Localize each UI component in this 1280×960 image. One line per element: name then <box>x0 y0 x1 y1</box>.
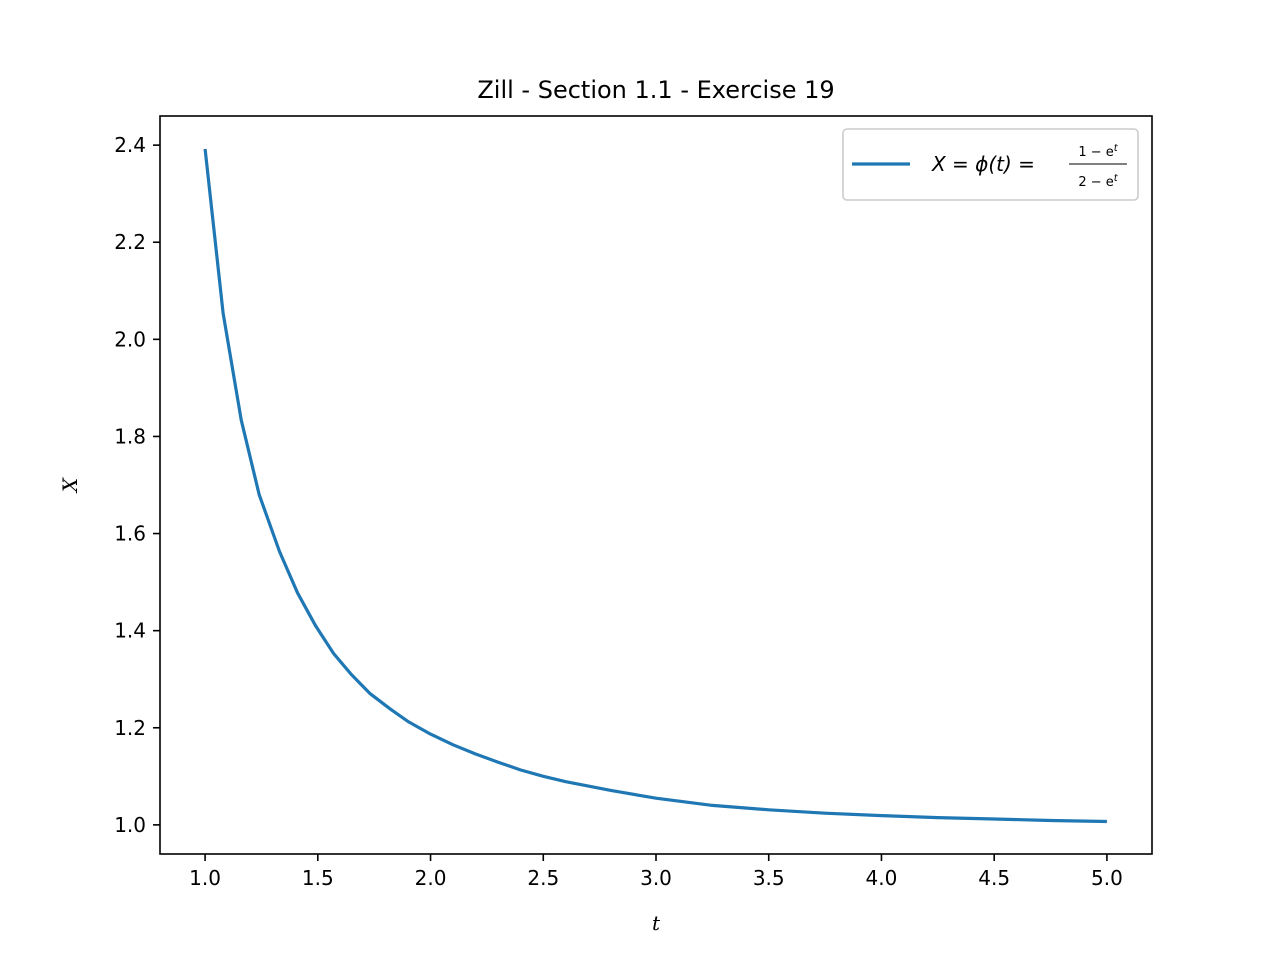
x-tick-label: 2.0 <box>415 866 447 890</box>
x-tick-label: 1.0 <box>189 866 221 890</box>
x-tick-label: 4.5 <box>978 866 1010 890</box>
y-tick-label: 1.8 <box>114 424 146 448</box>
y-tick-label: 1.0 <box>114 813 146 837</box>
x-axis-ticks: 1.0 1.5 2.0 2.5 3.0 3.5 4.0 4.5 5.0 <box>189 854 1123 890</box>
x-tick-label: 2.5 <box>527 866 559 890</box>
chart-title: Zill - Section 1.1 - Exercise 19 <box>477 76 834 104</box>
legend-label-lhs: X = ϕ(t) = <box>931 152 1035 176</box>
legend: X = ϕ(t) = 1 − et 2 − et <box>842 128 1139 201</box>
x-tick-label: 4.0 <box>866 866 898 890</box>
legend-numerator-text: 1 − e <box>1078 145 1113 160</box>
x-tick-label: 3.5 <box>753 866 785 890</box>
x-axis-label: t <box>652 911 661 935</box>
series-layer <box>203 148 1107 824</box>
plot-area: 1.0 1.5 2.0 2.5 3.0 3.5 4.0 4.5 5.0 1.0 1.2 1.4 1.6… <box>114 115 1153 890</box>
legend-box <box>842 128 1139 201</box>
legend-label-denominator: 2 − et <box>1078 173 1118 190</box>
x-tick-label: 5.0 <box>1091 866 1123 890</box>
y-tick-label: 2.4 <box>114 133 146 157</box>
y-tick-label: 1.6 <box>114 522 146 546</box>
y-tick-label: 1.4 <box>114 619 146 643</box>
y-axis-ticks: 1.0 1.2 1.4 1.6 1.8 2.0 2.2 2.4 <box>114 133 160 837</box>
x-tick-label: 3.0 <box>640 866 672 890</box>
x-tick-label: 1.5 <box>302 866 334 890</box>
axes-frame <box>159 115 1153 855</box>
y-tick-label: 1.2 <box>114 716 146 740</box>
legend-denominator-exponent: t <box>1114 173 1119 184</box>
y-tick-label: 2.2 <box>114 230 146 254</box>
legend-label-numerator: 1 − et <box>1078 143 1118 160</box>
legend-denominator-text: 2 − e <box>1078 175 1113 190</box>
y-axis-label: X <box>58 477 82 494</box>
series-line <box>203 148 1107 824</box>
legend-numerator-exponent: t <box>1114 143 1119 154</box>
y-tick-label: 2.0 <box>114 327 146 351</box>
